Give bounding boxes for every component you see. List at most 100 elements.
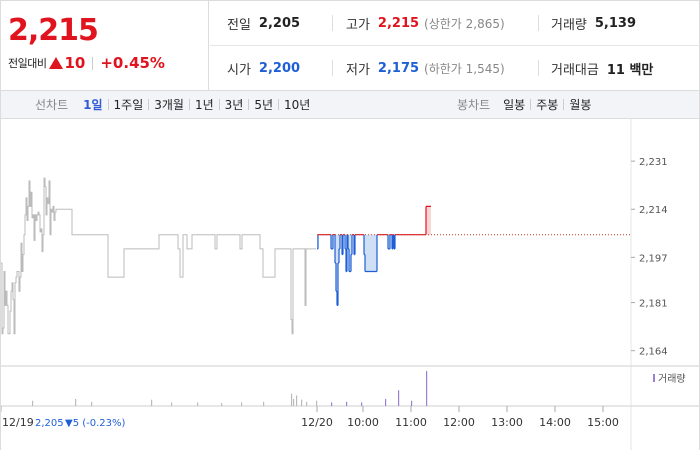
triangle-up-icon <box>49 57 64 69</box>
y-tick-label: 2,181 <box>639 299 668 310</box>
volume-bar <box>331 402 333 406</box>
stat-label: 거래대금 <box>551 62 599 78</box>
divider <box>248 99 250 110</box>
y-tick-label: 2,231 <box>639 157 668 168</box>
down-fill <box>365 234 366 272</box>
stat-low: 저가 2,175 (하한가 1,545) <box>340 46 505 90</box>
divider <box>218 99 220 110</box>
tab-period-10y[interactable]: 10년 <box>284 98 311 112</box>
change-percent: +0.45% <box>100 54 165 72</box>
down-fill <box>371 234 372 272</box>
period-toolbar: 선차트 1일 1주일 3개월 1년 3년 5년 10년 봉차트 일봉 주봉 월봉 <box>0 90 700 119</box>
volume-bar <box>411 400 413 406</box>
volume-legend-swatch <box>653 374 655 382</box>
divider <box>563 99 565 110</box>
tab-candle-weekly[interactable]: 주봉 <box>536 98 559 112</box>
volume-bar <box>316 400 318 406</box>
stat-row-1: 전일 2,205 고가 2,215 (상한가 2,865) 거래량 5,139 <box>210 1 700 46</box>
volume-bar <box>301 399 303 406</box>
stat-row-2: 시가 2,200 저가 2,175 (하한가 1,545) 거래대금 11 백만 <box>210 46 700 91</box>
down-fill <box>370 234 371 272</box>
stat-sub: (상한가 2,865) <box>424 16 505 31</box>
stat-label: 고가 <box>346 17 370 33</box>
divider <box>538 15 539 31</box>
divider <box>538 60 539 76</box>
tab-candle-monthly[interactable]: 월봉 <box>569 98 592 112</box>
volume-bar <box>306 401 308 406</box>
divider <box>278 99 280 110</box>
volume-bars <box>32 371 428 406</box>
tab-period-1d[interactable]: 1일 <box>83 98 103 112</box>
stat-label: 시가 <box>227 62 251 78</box>
volume-bar <box>296 395 298 406</box>
volume-bar <box>221 403 223 406</box>
y-axis-ticks: 2,231 2,214 2,197 2,181 2,164 <box>631 157 668 358</box>
y-tick-label: 2,214 <box>639 205 668 216</box>
tab-period-1w[interactable]: 1주일 <box>113 98 144 112</box>
current-price-box: 2,215 전일대비 10 +0.45% <box>1 1 209 90</box>
stat-label: 저가 <box>346 62 370 78</box>
stat-value: 5,139 <box>594 15 637 31</box>
y-tick-label: 2,197 <box>639 253 668 264</box>
divider <box>107 99 109 110</box>
divider <box>92 56 94 70</box>
change-row: 전일대비 10 +0.45% <box>8 54 165 72</box>
line-chart-label: 선차트 <box>35 98 69 112</box>
tab-candle-daily[interactable]: 일봉 <box>503 98 526 112</box>
down-fill <box>367 234 368 272</box>
stat-high: 고가 2,215 (상한가 2,865) <box>340 1 505 45</box>
volume-legend: 거래량 <box>658 373 686 385</box>
volume-bar <box>151 399 153 406</box>
stock-summary: 2,215 전일대비 10 +0.45% 전일 2,205 고가 2,215 (… <box>0 0 700 90</box>
volume-bar <box>346 401 348 406</box>
x-tick-label: 12:00 <box>443 416 475 429</box>
x-tick-label: 13:00 <box>491 416 523 429</box>
current-price: 2,215 <box>8 13 99 48</box>
stat-value: 2,175 <box>377 60 420 76</box>
divider <box>530 99 532 110</box>
price-chart[interactable]: 2,231 2,214 2,197 2,181 2,164 12/19 12/20 10:0… <box>0 119 700 450</box>
stat-label: 거래량 <box>551 17 587 33</box>
stat-value: 11 백만 <box>606 62 654 78</box>
down-fill <box>336 234 337 292</box>
tab-period-3y[interactable]: 3년 <box>224 98 244 112</box>
volume-bar <box>426 371 428 406</box>
volume-bar <box>398 390 400 406</box>
tab-period-3m[interactable]: 3개월 <box>154 98 184 112</box>
down-fill <box>369 234 370 272</box>
change-label: 전일대비 <box>8 57 47 70</box>
stat-amount: 거래대금 11 백만 <box>541 46 653 90</box>
down-fill <box>366 234 367 272</box>
volume-bar <box>32 400 34 406</box>
x-tick-label: 10:00 <box>347 416 379 429</box>
divider <box>148 99 150 110</box>
volume-bar <box>91 401 93 406</box>
stat-sub: (하한가 1,545) <box>424 61 505 76</box>
down-fill <box>350 234 351 272</box>
down-fill <box>375 234 376 272</box>
x-tick-label: 15:00 <box>587 416 619 429</box>
prev-day-series <box>1 177 316 335</box>
prev-day-change: ▼5 (-0.23%) <box>65 418 126 429</box>
volume-bar <box>241 402 243 406</box>
tab-period-5y[interactable]: 5년 <box>254 98 274 112</box>
volume-bar <box>385 399 387 406</box>
stat-value: 2,200 <box>258 60 301 76</box>
down-fill <box>368 234 369 272</box>
divider <box>188 99 190 110</box>
divider <box>332 60 333 76</box>
volume-bar <box>361 402 363 406</box>
prev-day-line <box>1 177 316 335</box>
volume-bar <box>293 399 295 406</box>
volume-bar <box>291 393 293 406</box>
tab-period-1y[interactable]: 1년 <box>194 98 214 112</box>
down-fill <box>374 234 375 272</box>
down-fill <box>373 234 374 272</box>
volume-bar <box>197 402 199 406</box>
up-fill <box>430 206 431 235</box>
chart-canvas: 2,231 2,214 2,197 2,181 2,164 12/19 12/20 10:0… <box>1 119 699 450</box>
x-tick-label: 14:00 <box>539 416 571 429</box>
divider <box>332 15 333 31</box>
prev-day-price: 2,205 <box>35 418 64 429</box>
stat-open: 시가 2,200 <box>227 46 300 90</box>
